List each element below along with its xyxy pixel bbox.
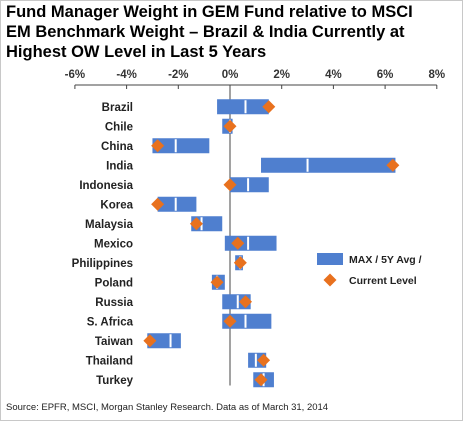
chart-title-line-1: Fund Manager Weight in GEM Fund relative… — [6, 3, 413, 21]
category-label: Thailand — [86, 355, 133, 367]
x-tick-label: -6% — [65, 69, 85, 81]
current-level-marker — [189, 217, 203, 231]
current-level-marker — [239, 295, 253, 309]
category-label: Russia — [95, 297, 133, 309]
category-label: Philippines — [72, 258, 133, 270]
legend-label: MAX / 5Y Avg / — [349, 254, 422, 266]
current-level-marker — [262, 100, 276, 114]
category-label: Taiwan — [95, 336, 133, 348]
x-tick-label: 6% — [377, 69, 394, 81]
category-label: Mexico — [94, 238, 133, 250]
category-label: Korea — [100, 199, 133, 211]
current-level-marker — [151, 139, 165, 153]
category-label: Malaysia — [85, 219, 134, 231]
source-note: Source: EPFR, MSCI, Morgan Stanley Resea… — [6, 402, 329, 413]
x-tick-label: -4% — [116, 69, 136, 81]
range-bar — [261, 157, 396, 173]
legend-bar-swatch — [317, 253, 343, 265]
range-bar — [217, 99, 269, 115]
current-level-marker — [223, 119, 237, 133]
category-label: S. Africa — [87, 316, 134, 328]
x-tick-label: 0% — [222, 69, 239, 81]
x-tick-label: 8% — [428, 69, 445, 81]
chart-title-line-3: Highest OW Level in Last 5 Years — [6, 43, 267, 61]
current-level-marker — [231, 236, 245, 250]
range-bar — [157, 196, 197, 212]
current-level-marker — [233, 256, 247, 270]
category-label: Chile — [105, 121, 133, 133]
range-bar — [230, 177, 269, 193]
current-level-marker — [151, 197, 165, 211]
legend-label: Current Level — [349, 275, 417, 287]
chart-title-line-2: EM Benchmark Weight – Brazil & India Cur… — [6, 23, 405, 41]
current-level-marker — [254, 373, 268, 387]
current-level-marker — [257, 353, 271, 367]
current-level-marker — [210, 275, 224, 289]
category-label: Brazil — [102, 102, 133, 114]
current-level-marker — [223, 314, 237, 328]
category-label: Turkey — [96, 375, 133, 387]
legend-diamond-swatch — [323, 273, 337, 287]
range-bar — [222, 313, 272, 329]
category-label: India — [106, 160, 133, 172]
chart-title: Fund Manager Weight in GEM Fund relative… — [6, 2, 458, 62]
range-bar — [152, 138, 210, 154]
range-bar — [147, 333, 181, 349]
current-level-marker — [223, 178, 237, 192]
x-tick-label: -2% — [168, 69, 188, 81]
x-tick-label: 2% — [273, 69, 290, 81]
current-level-marker — [386, 158, 400, 172]
category-label: Poland — [95, 277, 133, 289]
category-label: Indonesia — [79, 180, 133, 192]
category-label: China — [101, 141, 134, 153]
current-level-marker — [143, 334, 157, 348]
x-tick-label: 4% — [325, 69, 342, 81]
